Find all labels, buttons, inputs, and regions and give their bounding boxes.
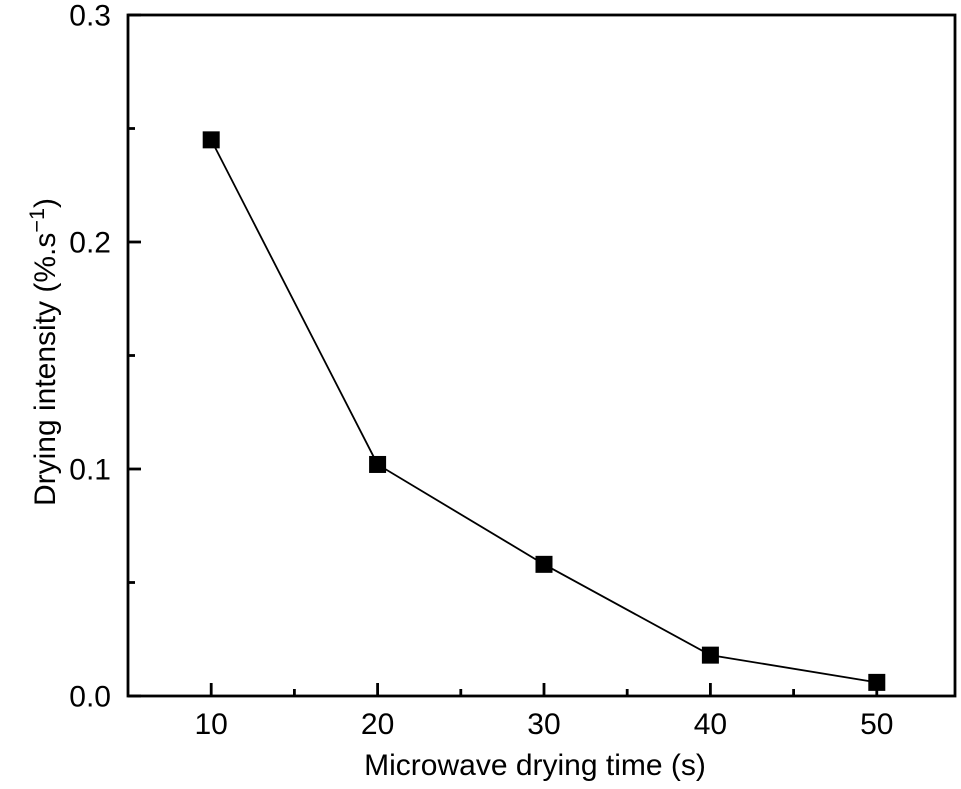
y-axis-title-superscript: −1 — [24, 207, 49, 233]
x-axis-title: Microwave drying time (s) — [364, 749, 706, 782]
data-point-marker — [202, 131, 220, 149]
x-tick-label: 30 — [527, 708, 560, 741]
x-tick-label: 20 — [361, 708, 394, 741]
data-point-marker — [369, 455, 387, 473]
plot-border — [126, 13, 957, 698]
y-tick-label: 0.1 — [69, 454, 111, 487]
y-tick-label: 0.2 — [69, 227, 111, 260]
data-line — [210, 139, 877, 684]
data-point-marker — [701, 646, 719, 664]
x-tick-label: 40 — [694, 708, 727, 741]
data-point-marker — [868, 673, 886, 691]
y-tick-label: 0.3 — [69, 0, 111, 33]
x-tick-label: 10 — [195, 708, 228, 741]
y-tick-label: 0.0 — [69, 681, 111, 714]
x-tick-label: 50 — [860, 708, 893, 741]
y-axis-title-text: Drying intensity (%.s — [29, 232, 62, 507]
data-point-marker — [535, 555, 553, 573]
y-axis-title-close: ) — [29, 197, 62, 208]
y-axis-title: Drying intensity (%.s−1) — [24, 197, 62, 507]
